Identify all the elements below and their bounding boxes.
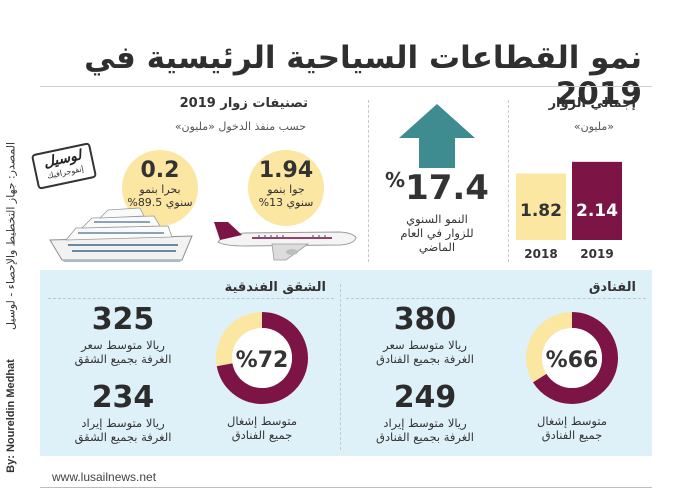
footer-rule	[40, 487, 652, 488]
hotels-occupancy-donut: %66	[526, 312, 618, 404]
classification-subtitle: حسب منفذ الدخول «مليون»	[174, 120, 306, 133]
visitors-bar-2019	[572, 161, 622, 240]
caption-line: الغرفة بجميع الفنادق	[376, 352, 474, 366]
classification-title: تصنيفات زوار 2019	[179, 96, 308, 111]
hotels-revenue-value: 249	[393, 380, 457, 415]
hotels-rate-value: 380	[393, 302, 457, 337]
total-visitors-title: إجمالي الزوار	[548, 96, 636, 111]
air-visitors-line: جوا بنمو	[267, 183, 305, 196]
caption-line: جميع الفنادق	[231, 428, 293, 442]
hotels-title: الفنادق	[588, 280, 636, 295]
air-visitors-bubble: 1.94 جوا بنمو سنوي 13%	[248, 150, 324, 226]
page-title: نمو القطاعات السياحية الرئيسية في 2019	[84, 40, 642, 112]
apartments-rate-caption: ريالا متوسط سعر الغرفة بجميع الشقق	[60, 338, 186, 366]
growth-value-block: %17.4	[378, 168, 496, 208]
growth-up-arrow-icon	[399, 104, 475, 168]
growth-caption-line: النمو السنوي	[406, 212, 468, 226]
apartments-revenue-value: 234	[91, 380, 155, 415]
site-url: www.lusailnews.net	[52, 470, 157, 484]
air-visitors-value: 1.94	[258, 158, 314, 183]
airplane-icon	[214, 222, 357, 261]
title-divider	[40, 86, 652, 87]
caption-line: ريالا متوسط إيراد	[383, 416, 467, 430]
caption-line: ريالا متوسط سعر	[383, 338, 467, 352]
hotels-occupancy-caption: متوسط إشغال جميع الفنادق	[524, 414, 620, 442]
growth-caption-line: للزوار في العام	[400, 226, 474, 240]
apartments-occupancy-caption: متوسط إشغال جميع الفنادق	[214, 414, 310, 442]
caption-line: جميع الفنادق	[541, 428, 603, 442]
left-credit-strip: المصدر: جهاز التخطيط والإحصاء - لوسيل By…	[0, 36, 22, 473]
caption-line: الغرفة بجميع الشقق	[74, 352, 172, 366]
sea-visitors-line: بحرا بنمو	[139, 183, 181, 196]
divider-visitors	[508, 100, 509, 262]
apartments-occupancy-donut: %72	[216, 312, 308, 404]
author-byline: By: Noureldin Medhat	[5, 359, 17, 473]
apartments-occupancy-arc	[216, 312, 308, 404]
growth-caption: النمو السنوي للزوار في العام الماضي	[378, 212, 496, 254]
apartments-revenue-caption: ريالا متوسط إيراد الغرفة بجميع الشقق	[60, 416, 186, 444]
caption-line: ريالا متوسط إيراد	[81, 416, 165, 430]
apartments-rule	[48, 298, 334, 299]
hotels-occupancy-label: %66	[546, 348, 599, 373]
caption-line: الغرفة بجميع الشقق	[74, 430, 172, 444]
visitors-bar-2018	[516, 173, 566, 240]
apartments-rate-value: 325	[91, 302, 155, 337]
sea-visitors-value: 0.2	[140, 158, 180, 183]
source-credit: المصدر: جهاز التخطيط والإحصاء - لوسيل	[4, 141, 18, 331]
caption-line: الغرفة بجميع الفنادق	[376, 430, 474, 444]
hotels-revenue-caption: ريالا متوسط إيراد الغرفة بجميع الفنادق	[362, 416, 488, 444]
apartments-occupancy-label: %72	[236, 348, 289, 373]
cruise-ship-icon	[49, 207, 193, 262]
visitors-bar-year-label: 2018	[524, 247, 557, 261]
air-visitors-growth: سنوي 13%	[258, 196, 314, 209]
visitors-bar-value-label: 2.14	[576, 201, 618, 221]
caption-line: متوسط إشغال	[536, 414, 608, 428]
hotels-rule	[346, 298, 646, 299]
growth-caption-line: الماضي	[418, 240, 456, 254]
total-visitors-bar-chart: 1.82 2018 2.14 2019	[516, 161, 622, 261]
caption-line: متوسط إشغال	[226, 414, 298, 428]
divider-growth	[368, 100, 369, 262]
growth-value: 17.4	[405, 168, 489, 208]
total-visitors-unit: «مليون»	[573, 120, 614, 133]
apartments-title: الشقق الفندقية	[224, 280, 326, 295]
growth-percent-sign: %	[385, 168, 406, 192]
hotels-occupancy-arc	[526, 312, 618, 404]
visitors-bar-value-label: 1.82	[520, 201, 562, 221]
divider-panel	[340, 284, 341, 450]
hotels-rate-caption: ريالا متوسط سعر الغرفة بجميع الفنادق	[362, 338, 488, 366]
lusail-stamp-logo: لوسيل إنفوجرافيك	[30, 142, 98, 190]
sea-visitors-growth: سنوي 89.5%	[127, 196, 193, 209]
visitors-bar-year-label: 2019	[580, 247, 613, 261]
caption-line: ريالا متوسط سعر	[81, 338, 165, 352]
